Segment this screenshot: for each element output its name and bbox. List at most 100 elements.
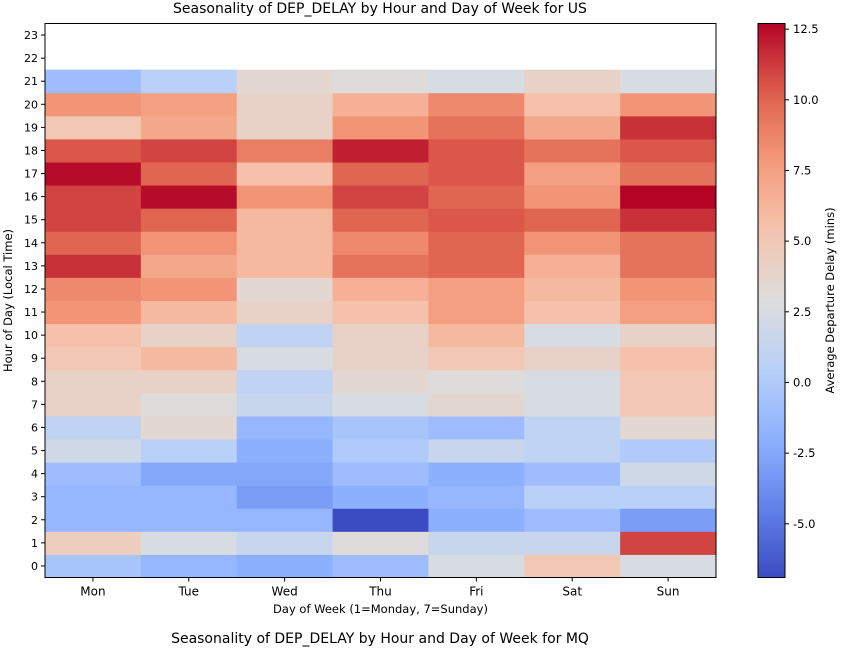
- heatmap-cell: [236, 231, 334, 255]
- heatmap-cell: [524, 439, 621, 463]
- heatmap-cell: [236, 92, 334, 117]
- x-tick-label: Sun: [657, 585, 680, 599]
- heatmap-cell: [140, 69, 238, 94]
- heatmap-cell: [140, 185, 238, 209]
- heatmap-cell: [140, 369, 238, 394]
- heatmap-cell: [236, 115, 334, 140]
- heatmap-cell: [236, 300, 334, 325]
- heatmap-cell: [140, 323, 238, 348]
- x-axis-label: Day of Week (1=Monday, 7=Sunday): [273, 602, 488, 616]
- heatmap-cell: [45, 138, 142, 163]
- heatmap-cell: [332, 485, 429, 509]
- heatmap-cell: [140, 508, 238, 532]
- heatmap-cell: [236, 162, 334, 186]
- y-tick-label: 0: [31, 560, 38, 573]
- heatmap-cell: [236, 508, 334, 532]
- heatmap-cell: [45, 277, 142, 301]
- heatmap-cell: [45, 300, 142, 325]
- heatmap-cell: [140, 300, 238, 325]
- heatmap-cell: [140, 208, 238, 232]
- heatmap-cell: [428, 323, 525, 348]
- heatmap-cell: [236, 208, 334, 232]
- colorbar: -5.0 -2.5 0.0 2.5 5.0 7.5 10.0 12.5 Average Depa…: [757, 22, 837, 578]
- heatmap-cell: [620, 439, 717, 463]
- heatmap-cell: [524, 508, 621, 532]
- colorbar-tick-label: 2.5: [793, 305, 811, 319]
- heatmap-cell: [332, 254, 429, 278]
- y-tick-label: 23: [24, 29, 38, 42]
- y-tick-label: 8: [31, 375, 38, 388]
- heatmap-cell: [45, 115, 142, 140]
- heatmap-cell: [140, 462, 238, 486]
- heatmap-cell: [332, 69, 429, 94]
- y-tick-label: 15: [24, 214, 38, 227]
- heatmap-cell: [45, 323, 142, 348]
- heatmap-cell: [332, 508, 429, 532]
- heatmap-cell: [45, 439, 142, 463]
- heatmap-cell: [428, 300, 525, 325]
- heatmap-cell: [236, 323, 334, 348]
- heatmap-cell: [620, 508, 717, 532]
- heatmap-cell: [140, 346, 238, 371]
- y-tick-label: 13: [24, 260, 38, 273]
- heatmap-cell: [236, 392, 334, 417]
- y-tick-label: 14: [24, 237, 38, 250]
- heatmap-cell: [236, 185, 334, 209]
- y-tick-label: 19: [24, 121, 38, 134]
- heatmap-cell: [236, 462, 334, 486]
- heatmap-cell: [332, 369, 429, 394]
- colorbar-tick-label: -5.0: [793, 517, 815, 531]
- heatmap-cell: [620, 415, 717, 440]
- heatmap-cell: [428, 369, 525, 394]
- heatmap-cell: [524, 69, 621, 94]
- heatmap-cell: [45, 162, 142, 186]
- x-tick-label: Sat: [562, 585, 582, 599]
- heatmap-cell: [45, 415, 142, 440]
- heatmap-cell: [428, 92, 525, 117]
- heatmap-cell: [236, 415, 334, 440]
- second-chart-title: Seasonality of DEP_DELAY by Hour and Day…: [171, 631, 589, 647]
- heatmap-cell: [332, 462, 429, 486]
- heatmap-cell: [140, 439, 238, 463]
- heatmap-cell: [332, 277, 429, 301]
- heatmap-cell: [428, 554, 525, 578]
- y-tick-label: 18: [24, 144, 38, 157]
- heatmap-cell: [428, 115, 525, 140]
- heatmap-cell: [140, 531, 238, 555]
- heatmap-cell: [620, 392, 717, 417]
- heatmap-cell: [45, 554, 142, 578]
- colorbar-tick-label: 10.0: [793, 93, 819, 107]
- heatmap-cell: [45, 69, 142, 94]
- colorbar-tick-label: 5.0: [793, 234, 811, 248]
- heatmap-cell: [524, 115, 621, 140]
- y-axis-label: Hour of Day (Local Time): [1, 229, 15, 372]
- heatmap-cell: [620, 162, 717, 186]
- heatmap-cell: [332, 415, 429, 440]
- y-tick-label: 22: [24, 52, 38, 65]
- axes: 01234567891011121314151617181920212223Mo…: [1, 23, 717, 616]
- y-tick-label: 16: [24, 191, 38, 204]
- heatmap-cell: [524, 254, 621, 278]
- heatmap-cell: [428, 392, 525, 417]
- x-tick-label: Fri: [469, 585, 483, 599]
- heatmap-cell: [45, 231, 142, 255]
- heatmap-cell: [140, 277, 238, 301]
- heatmap-cell: [428, 415, 525, 440]
- colorbar-tick-label: 7.5: [793, 163, 811, 177]
- heatmap-cell: [45, 254, 142, 278]
- y-tick-label: 17: [24, 168, 38, 181]
- chart-title: Seasonality of DEP_DELAY by Hour and Day…: [173, 1, 587, 17]
- heatmap-cell: [236, 439, 334, 463]
- heatmap-cell: [45, 92, 142, 117]
- heatmap-cell: [620, 115, 717, 140]
- heatmap-cell: [45, 531, 142, 555]
- heatmap-cell: [620, 92, 717, 117]
- heatmap-cell: [620, 69, 717, 94]
- heatmap-cell: [620, 185, 717, 209]
- heatmap-cell: [332, 138, 429, 163]
- heatmap-cell: [140, 115, 238, 140]
- heatmap-cell: [236, 277, 334, 301]
- heatmap-cell: [524, 162, 621, 186]
- heatmap-cell: [620, 462, 717, 486]
- heatmap-cell: [428, 277, 525, 301]
